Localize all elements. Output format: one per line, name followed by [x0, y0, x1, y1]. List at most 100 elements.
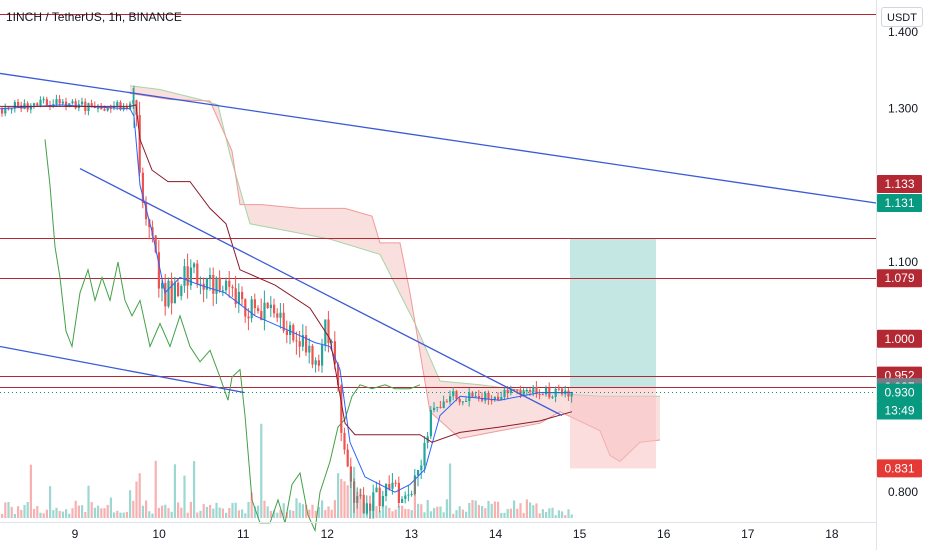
- volume-bar: [487, 500, 490, 518]
- volume-bar: [433, 508, 436, 518]
- candle-body: [327, 319, 330, 344]
- candle-body: [167, 280, 170, 307]
- candle-body: [151, 227, 154, 236]
- price-label-text: 0.831: [884, 461, 914, 475]
- candle-body: [474, 396, 477, 397]
- volume-bar: [471, 500, 474, 518]
- volume-bar: [17, 506, 20, 518]
- candle-body: [39, 99, 42, 106]
- volume-bar: [567, 509, 570, 518]
- volume-bar: [353, 466, 356, 518]
- candle-body: [234, 288, 237, 304]
- candle-body: [343, 432, 346, 450]
- candle-body: [538, 394, 541, 395]
- price-label-bg: [877, 194, 922, 212]
- volume-bar: [449, 463, 452, 518]
- candle-body: [65, 101, 68, 107]
- volume-bar: [401, 505, 404, 518]
- volume-bar: [522, 513, 525, 518]
- volume-bar: [346, 485, 349, 518]
- volume-bar: [273, 510, 276, 518]
- volume-bar: [465, 511, 468, 518]
- volume-bar: [170, 511, 173, 518]
- price-label-bg: [877, 329, 922, 348]
- candle-body: [289, 325, 292, 335]
- candle-body: [481, 398, 484, 401]
- candle-body: [180, 286, 183, 297]
- volume-bar: [113, 512, 116, 518]
- candle-body: [525, 390, 528, 392]
- price-label-text: 1.131: [884, 196, 914, 210]
- candle-body: [74, 101, 77, 109]
- volume-bar: [7, 502, 10, 518]
- volume-bar: [378, 510, 381, 518]
- candle-body: [535, 387, 538, 394]
- volume-bar: [497, 501, 500, 518]
- plot-background: [0, 0, 876, 522]
- volume-bar: [193, 461, 196, 518]
- volume-bar: [349, 471, 352, 518]
- volume-bar: [330, 509, 333, 518]
- candle-body: [125, 106, 128, 109]
- volume-bar: [221, 508, 224, 518]
- volume-bar: [23, 504, 26, 518]
- volume-bar: [503, 512, 506, 518]
- volume-bar: [407, 509, 410, 518]
- volume-bar: [65, 509, 68, 518]
- volume-bar: [282, 503, 285, 518]
- volume-bar: [228, 508, 231, 518]
- candle-body: [311, 345, 314, 365]
- trendline-upper: [0, 72, 877, 204]
- candle-body: [231, 286, 234, 289]
- price-label-bg: [877, 459, 922, 478]
- volume-bar: [145, 500, 148, 518]
- volume-bar: [340, 479, 343, 518]
- candle-body: [55, 99, 58, 105]
- y-tick-label: 1.100: [888, 255, 918, 269]
- volume-bar: [333, 500, 336, 518]
- volume-bar: [337, 473, 340, 518]
- candle-body: [228, 280, 231, 287]
- volume-bar: [231, 502, 234, 518]
- volume-bar: [122, 512, 125, 518]
- volume-bar: [148, 511, 151, 518]
- volume-bar: [311, 504, 314, 518]
- volume-bar: [305, 504, 308, 518]
- volume-bar: [199, 510, 202, 518]
- tenkan-sen: [0, 104, 572, 493]
- volume-bar: [141, 505, 144, 518]
- candle-body: [10, 108, 13, 110]
- volume-bar: [77, 505, 80, 518]
- volume-bar: [362, 502, 365, 518]
- volume-bar: [570, 514, 573, 518]
- volume-bar: [202, 504, 205, 518]
- currency-button[interactable]: USDT: [881, 7, 923, 27]
- candle-body: [321, 344, 324, 366]
- candle-body: [365, 503, 368, 514]
- volume-bar: [529, 502, 532, 518]
- volume-bar: [359, 488, 362, 518]
- volume-bar: [20, 509, 23, 518]
- candle-body: [154, 235, 157, 253]
- candle-body: [141, 172, 144, 203]
- volume-bar: [33, 508, 36, 518]
- candle-body: [394, 482, 397, 484]
- candle-body: [225, 280, 228, 291]
- volume-bar: [225, 512, 228, 518]
- volume-bar: [506, 509, 509, 518]
- volume-bar: [343, 481, 346, 518]
- candle-body: [551, 396, 554, 398]
- volume-bar: [493, 501, 496, 518]
- candle-body: [378, 487, 381, 506]
- volume-bar: [215, 502, 218, 518]
- candle-body: [305, 335, 308, 353]
- candle-body: [314, 360, 317, 365]
- candle-body: [500, 397, 503, 400]
- candle-body: [362, 494, 365, 514]
- candle-body: [209, 275, 212, 279]
- volume-bar: [285, 512, 288, 518]
- volume-bar: [417, 503, 420, 518]
- candle-body: [337, 364, 340, 386]
